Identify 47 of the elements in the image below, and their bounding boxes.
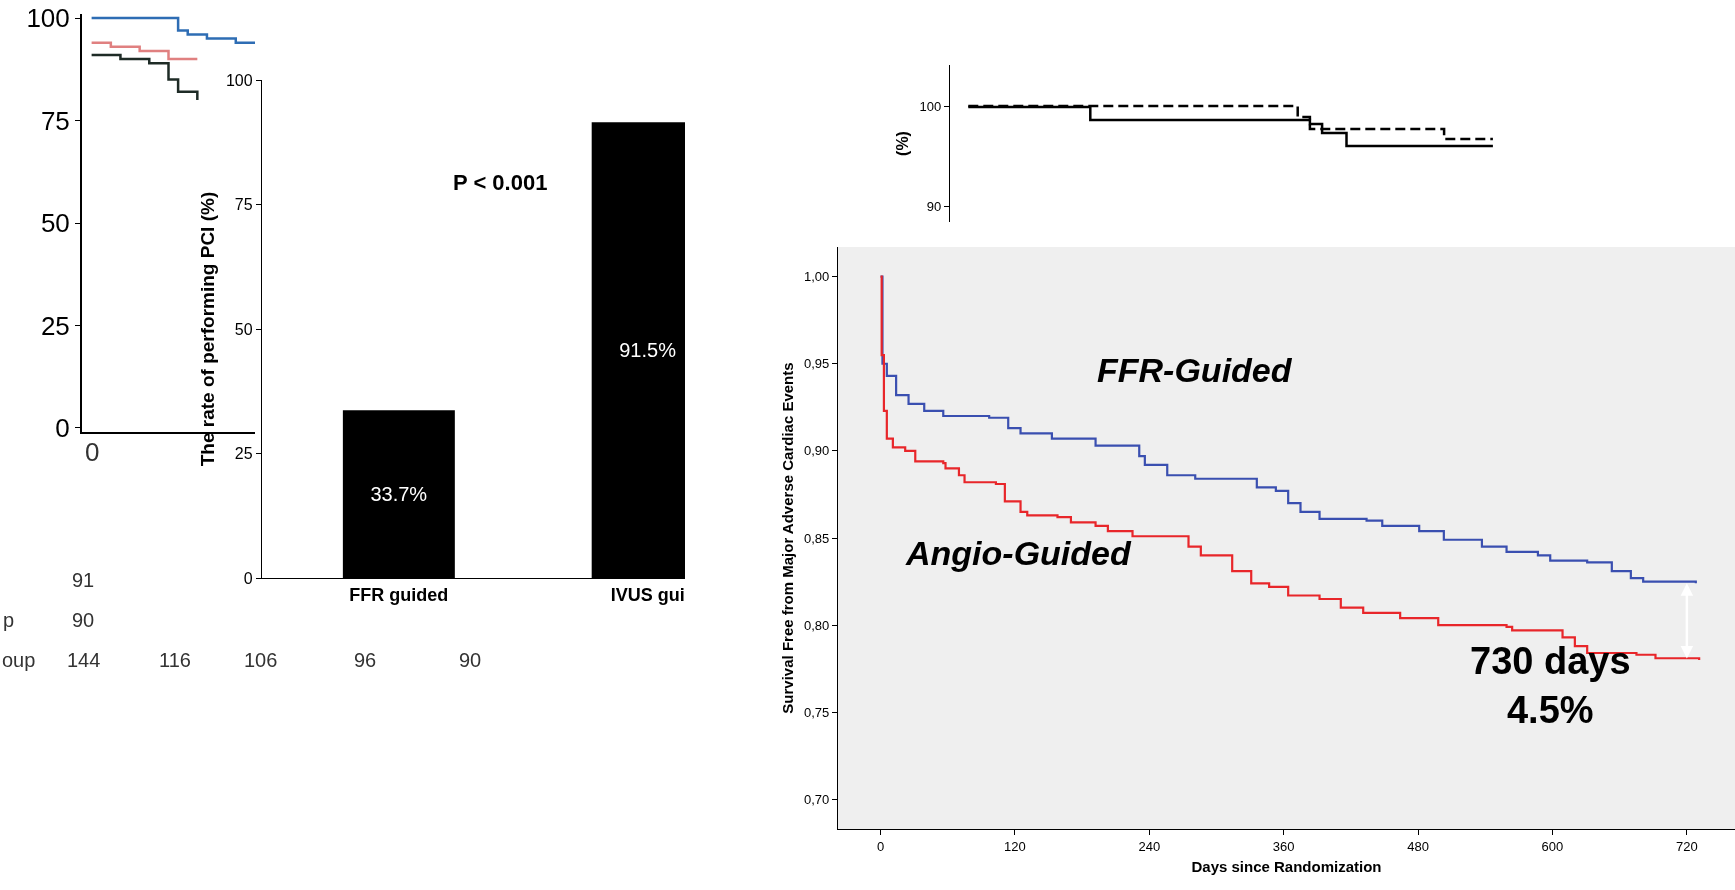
y-tick-label: 1,00 [803, 269, 830, 285]
text: 106 [244, 649, 278, 671]
y-tick-label: 50 [234, 320, 253, 338]
data-label: 33.7% [370, 483, 428, 506]
annotation: FFR-Guided [1097, 351, 1293, 389]
y-tick-label: 0,80 [803, 617, 830, 633]
text: 144 [67, 649, 101, 671]
y-tick-label: 50 [40, 208, 70, 239]
data-label: 91.5% [619, 339, 677, 362]
y-tick-label: 0,90 [803, 443, 830, 459]
text: oup [2, 649, 36, 671]
text: 96 [354, 649, 377, 671]
x-tick-label: 240 [1138, 838, 1161, 854]
x-axis-title: Days since Randomization [1191, 857, 1382, 875]
x-tick-label: 0 [876, 838, 885, 854]
y-tick-label: 75 [40, 105, 70, 136]
text: 91 [72, 569, 95, 591]
y-tick-label: 25 [234, 445, 253, 463]
y-tick-label: 100 [919, 98, 942, 114]
text: 116 [159, 649, 191, 671]
y-tick-label: 100 [26, 3, 70, 34]
x-tick-label: FFR guided [349, 584, 449, 605]
annotation: P < 0.001 [453, 170, 548, 195]
y-tick-label: 0 [55, 413, 70, 443]
annotation: Angio-Guided [905, 534, 1132, 572]
x-tick-label: 120 [1004, 838, 1026, 854]
y-tick-label: 0,75 [803, 704, 830, 720]
y-tick-label: 75 [234, 196, 253, 214]
y-tick-label: 0 [243, 569, 253, 587]
text: 90 [72, 609, 95, 631]
x-tick-label: 480 [1407, 838, 1429, 854]
x-tick-label: 720 [1676, 838, 1698, 854]
text: 0 [85, 437, 100, 467]
y-tick-label: 0,95 [803, 356, 830, 372]
y-tick-label: 0,85 [803, 530, 830, 546]
y-axis-title: (%) [894, 131, 912, 156]
y-tick-label: 0,70 [803, 791, 830, 807]
x-tick-label: 600 [1541, 838, 1564, 854]
text: 90 [459, 649, 482, 671]
x-tick-label: IVUS gui [610, 584, 685, 605]
x-tick-label: 360 [1272, 838, 1295, 854]
annotation: 730 days 4.5% [1470, 640, 1631, 732]
y-axis-title: Survival Free from Major Adverse Cardiac Events [779, 362, 797, 714]
y-tick-label: 25 [40, 310, 70, 341]
text: p [3, 609, 15, 631]
y-axis-title: The rate of performing PCI (%) [196, 191, 218, 467]
y-tick-label: 100 [225, 71, 253, 89]
